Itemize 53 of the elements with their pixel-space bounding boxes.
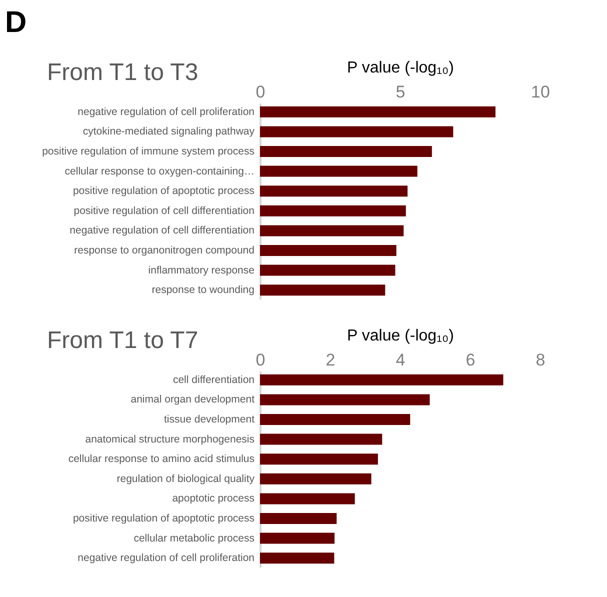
y-tick-label: positive regulation of cell differentiation <box>74 204 255 217</box>
y-tick-label: cellular response to amino acid stimulus <box>68 453 254 466</box>
y-tick-label: response to wounding <box>152 284 255 296</box>
bar <box>260 106 496 118</box>
x-tick-label: 0 <box>256 82 266 102</box>
bar <box>260 126 454 138</box>
bar <box>260 414 410 426</box>
x-tick-label: 4 <box>396 350 406 370</box>
bar <box>260 284 386 296</box>
bar <box>260 493 355 504</box>
bar <box>260 186 408 197</box>
y-tick-label: response to organonitrogen compound <box>74 244 255 256</box>
y-tick-label: positive regulation of immune system process <box>42 146 254 158</box>
y-tick-label: cytokine-mediated signaling pathway <box>82 126 256 138</box>
x-tick-label: 2 <box>326 350 336 370</box>
y-tick-label: cellular response to oxygen-containing… <box>64 165 254 178</box>
y-tick-label: inflammatory response <box>148 264 255 276</box>
chart-title: From T1 to T3 <box>47 59 198 86</box>
chart-title: From T1 to T7 <box>47 327 198 354</box>
x-tick-label: 10 <box>531 82 550 102</box>
bar <box>260 205 406 216</box>
bar <box>260 264 396 276</box>
bar <box>260 434 382 445</box>
x-tick-label: 8 <box>536 350 546 370</box>
bar <box>260 454 378 465</box>
bar <box>260 244 396 256</box>
y-tick-label: positive regulation of apoptotic process <box>72 185 254 198</box>
x-tick-label: 0 <box>256 350 266 370</box>
bar <box>260 225 404 236</box>
bar <box>260 473 372 484</box>
x-axis-title: P value (-log₁₀) <box>347 328 454 344</box>
y-tick-label: negative regulation of cell proliferation <box>78 106 255 118</box>
bar <box>260 532 335 544</box>
bar <box>260 166 418 177</box>
y-tick-label: regulation of biological quality <box>116 472 256 485</box>
bar <box>260 394 430 406</box>
bar <box>260 552 334 564</box>
bar <box>260 512 337 524</box>
text: D <box>5 6 27 39</box>
y-tick-label: negative regulation of cell differentiation <box>70 224 255 237</box>
y-tick-label: apoptotic process <box>172 492 254 505</box>
y-tick-label: cellular metabolic process <box>134 532 254 544</box>
y-tick-label: anatomical structure morphogenesis <box>85 433 254 446</box>
y-tick-label: negative regulation of cell proliferation <box>78 552 255 564</box>
x-axis-title: P value (-log₁₀) <box>347 60 454 76</box>
y-tick-label: tissue development <box>164 414 255 426</box>
y-tick-label: animal organ development <box>130 394 255 406</box>
y-tick-label: cell differentiation <box>172 374 255 386</box>
x-tick-label: 6 <box>466 350 476 370</box>
x-tick-label: 5 <box>396 82 406 102</box>
y-tick-label: positive regulation of apoptotic process <box>72 512 254 524</box>
bar <box>260 374 504 386</box>
bar <box>260 146 432 158</box>
